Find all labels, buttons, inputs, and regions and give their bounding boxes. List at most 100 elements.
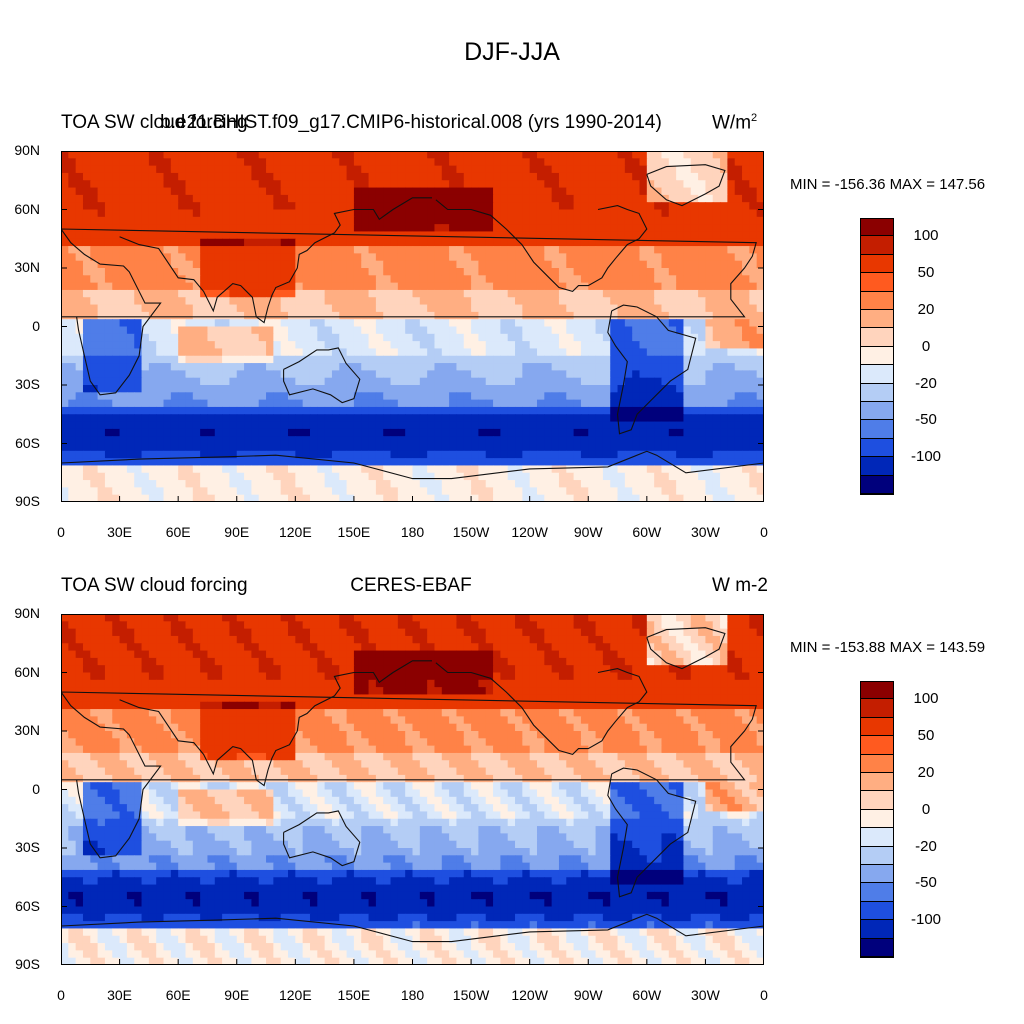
contour-cell [507, 621, 516, 630]
contour-cell [544, 194, 553, 203]
contour-cell [222, 614, 231, 622]
contour-cell [302, 487, 311, 496]
contour-cell [68, 370, 77, 379]
contour-cell [97, 224, 106, 233]
contour-cell [595, 399, 604, 408]
contour-cell [288, 209, 296, 218]
contour-cell [690, 158, 699, 167]
contour-cell [222, 246, 231, 254]
contour-cell [266, 326, 274, 335]
contour-cell [112, 628, 121, 637]
contour-cell [727, 216, 736, 225]
contour-cell [661, 385, 670, 393]
contour-cell [295, 224, 304, 233]
contour-cell [529, 406, 538, 415]
contour-cell [522, 621, 531, 630]
contour-cell [288, 355, 296, 364]
contour-cell [148, 480, 157, 488]
contour-cell [756, 494, 764, 502]
contour-cell [178, 363, 187, 371]
contour-cell [463, 289, 472, 298]
contour-cell [273, 472, 282, 481]
contour-cell [544, 458, 553, 467]
contour-cell [207, 458, 216, 467]
contour-cell [207, 333, 216, 342]
contour-cell [544, 370, 553, 379]
contour-cell [324, 202, 333, 211]
contour-cell [544, 246, 553, 254]
contour-cell [317, 231, 326, 240]
contour-cell [346, 246, 355, 254]
contour-cell [375, 621, 384, 630]
contour-cell [639, 289, 648, 298]
contour-cell [266, 311, 274, 320]
contour-cell [251, 385, 260, 393]
lon-tick-label: 0 [57, 524, 65, 540]
contour-cell [610, 487, 619, 496]
contour-cell [346, 304, 355, 313]
contour-cell [566, 224, 575, 233]
contour-cell [639, 282, 648, 291]
contour-cell [200, 194, 209, 203]
contour-cell [485, 348, 494, 357]
contour-cell [163, 172, 172, 181]
contour-cell [353, 282, 362, 291]
contour-cell [361, 311, 370, 320]
contour-cell [295, 385, 304, 393]
contour-cell [573, 377, 582, 386]
contour-cell [441, 151, 450, 159]
contour-cell [244, 450, 252, 459]
contour-cell [529, 253, 538, 262]
contour-cell [280, 480, 289, 488]
contour-cell [280, 341, 289, 350]
contour-cell [705, 443, 714, 452]
contour-cell [397, 216, 406, 225]
contour-cell [558, 238, 567, 247]
coastline [283, 347, 361, 404]
contour-cell [419, 621, 428, 630]
contour-cell [742, 392, 750, 401]
contour-cell [222, 494, 231, 502]
contour-cell [478, 172, 487, 181]
contour-cell [419, 246, 428, 254]
contour-cell [676, 282, 685, 291]
contour-cell [280, 319, 289, 328]
contour-cell [500, 614, 509, 622]
contour-cell [207, 253, 216, 262]
contour-cell [368, 348, 377, 357]
contour-cell [229, 202, 238, 211]
contour-cell [412, 289, 421, 298]
contour-cell [734, 151, 743, 159]
contour-cell [361, 494, 370, 502]
contour-cell [536, 209, 545, 218]
contour-cell [588, 180, 597, 189]
contour-cell [222, 268, 231, 276]
contour-cell [500, 260, 509, 269]
contour-cell [119, 180, 128, 189]
contour-cell [595, 297, 604, 306]
contour-cell [126, 363, 135, 371]
contour-cell [734, 202, 743, 211]
contour-cell [734, 289, 743, 298]
contour-cell [566, 151, 575, 159]
contour-cell [551, 216, 560, 225]
contour-cell [75, 363, 84, 371]
contour-cell [441, 158, 450, 167]
contour-cell [507, 209, 516, 218]
contour-cell [727, 450, 736, 459]
contour-cell [324, 450, 333, 459]
contour-cell [178, 304, 187, 313]
contour-cell [690, 414, 699, 423]
contour-cell [82, 289, 91, 298]
contour-cell [397, 406, 406, 415]
contour-cell [441, 202, 450, 211]
contour-cell [610, 180, 619, 189]
contour-cell [742, 333, 750, 342]
contour-cell [97, 172, 106, 181]
contour-cell [529, 392, 538, 401]
contour-cell [500, 151, 509, 159]
contour-cell [588, 472, 597, 481]
contour-cell [163, 406, 172, 415]
contour-cell [610, 172, 619, 181]
contour-cell [346, 194, 355, 203]
